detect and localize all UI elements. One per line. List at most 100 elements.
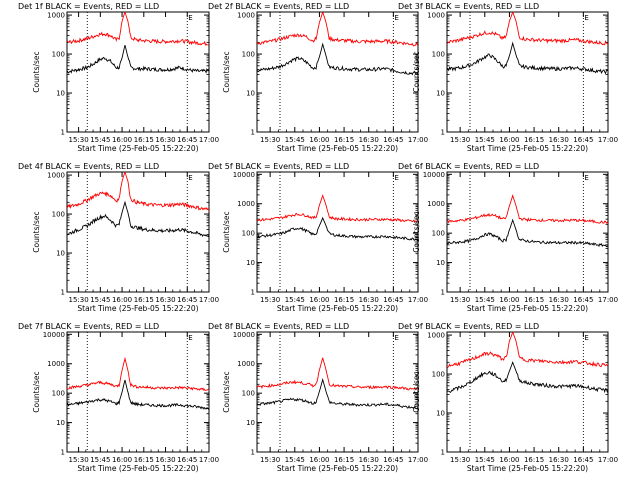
panel8-xtick-label-3: 16:15 bbox=[334, 456, 354, 464]
panel2-ytick-label-1: 10 bbox=[246, 90, 255, 98]
panel9-title: Det 9f BLACK = Events, RED = LLD bbox=[398, 322, 539, 331]
panel1-events-series bbox=[67, 44, 209, 74]
panel1-ytick-label-2: 100 bbox=[52, 51, 65, 59]
panel9-ytick-label-2: 100 bbox=[432, 371, 445, 379]
panel3-plot-frame bbox=[446, 11, 609, 133]
panel3-title: Det 3f BLACK = Events, RED = LLD bbox=[398, 2, 539, 11]
panel2-xtick-label-5: 16:45 bbox=[383, 136, 403, 144]
panel8-xtick-label-4: 16:30 bbox=[359, 456, 379, 464]
panel7-xtick-label-3: 16:15 bbox=[134, 456, 154, 464]
panel9-lld-series bbox=[447, 332, 608, 369]
panel2-events-series bbox=[257, 42, 418, 76]
panel4-xtick-label-3: 16:15 bbox=[134, 296, 154, 304]
panel5-xtick-label-2: 16:00 bbox=[309, 296, 329, 304]
panel2-xtick-label-3: 16:15 bbox=[334, 136, 354, 144]
panel7-ytick-label-4: 10000 bbox=[43, 331, 65, 339]
panel2-xtick-label-4: 16:30 bbox=[359, 136, 379, 144]
panel1-xlabel: Start Time (25-Feb-05 15:22:20) bbox=[77, 144, 198, 153]
panel6-ytick-label-0: 1 bbox=[441, 289, 445, 297]
panel8-xtick-label-0: 15:30 bbox=[260, 456, 280, 464]
panel5-xtick-label-1: 15:45 bbox=[285, 296, 305, 304]
panel8-ytick-label-0: 1 bbox=[251, 449, 255, 457]
panel8-events-series bbox=[257, 377, 418, 410]
panel5-xtick-label-5: 16:45 bbox=[383, 296, 403, 304]
panel7-plot-frame bbox=[66, 331, 210, 453]
panel8-ytick-label-3: 1000 bbox=[237, 360, 255, 368]
panel9-xtick-label-0: 15:30 bbox=[450, 456, 470, 464]
panel3-ylabel: Counts/sec bbox=[412, 51, 421, 92]
panel4-xlabel: Start Time (25-Feb-05 15:22:20) bbox=[77, 304, 198, 313]
panel8-xtick-label-6: 17:00 bbox=[408, 456, 428, 464]
panel1-xtick-label-5: 16:45 bbox=[177, 136, 197, 144]
panel3-ytick-label-3: 1000 bbox=[427, 12, 445, 20]
panel3-flag: E bbox=[584, 14, 588, 22]
panel1-flag: E bbox=[188, 14, 192, 22]
panel4-ylabel: Counts/sec bbox=[32, 211, 41, 252]
panel4-ytick-label-1: 10 bbox=[56, 250, 65, 258]
panel3-xtick-label-1: 15:45 bbox=[475, 136, 495, 144]
panel3-events-series bbox=[447, 41, 608, 75]
panel3-xtick-label-3: 16:15 bbox=[524, 136, 544, 144]
panel4-xtick-label-6: 17:00 bbox=[199, 296, 219, 304]
panel4-ytick-label-0: 1 bbox=[61, 289, 65, 297]
panel9-events-series bbox=[447, 360, 608, 394]
panel6-ytick-label-1: 10 bbox=[436, 259, 445, 267]
panel3-ytick-label-0: 1 bbox=[441, 129, 445, 137]
panel4-xtick-label-1: 15:45 bbox=[90, 296, 110, 304]
panel8-xtick-label-1: 15:45 bbox=[285, 456, 305, 464]
panel6: Det 6f BLACK = Events, RED = LLD E 1 10 100 1… bbox=[398, 162, 618, 313]
panel5-xtick-label-4: 16:30 bbox=[359, 296, 379, 304]
panel4-ytick-label-3: 1000 bbox=[47, 172, 65, 180]
panel9-plot-frame bbox=[446, 331, 609, 453]
panel4-xtick-label-5: 16:45 bbox=[177, 296, 197, 304]
panel3-ytick-label-1: 10 bbox=[436, 90, 445, 98]
panel6-ytick-label-4: 10000 bbox=[423, 171, 445, 179]
panel9-xlabel: Start Time (25-Feb-05 15:22:20) bbox=[467, 464, 588, 473]
panel4-title: Det 4f BLACK = Events, RED = LLD bbox=[18, 162, 159, 171]
panel8-xlabel: Start Time (25-Feb-05 15:22:20) bbox=[277, 464, 398, 473]
panel5-xtick-label-3: 16:15 bbox=[334, 296, 354, 304]
panel2-plot-frame bbox=[256, 11, 419, 133]
panel6-ylabel: Counts/sec bbox=[412, 211, 421, 252]
panel6-plot-frame bbox=[446, 171, 609, 293]
panel2-ytick-label-3: 1000 bbox=[237, 12, 255, 20]
panel5-ytick-label-1: 10 bbox=[246, 259, 255, 267]
panel7-ytick-label-3: 1000 bbox=[47, 360, 65, 368]
panel5-ylabel: Counts/sec bbox=[222, 211, 231, 252]
panel1-xtick-label-0: 15:30 bbox=[68, 136, 88, 144]
panel6-xtick-label-5: 16:45 bbox=[573, 296, 593, 304]
panel6-lld-series bbox=[447, 193, 608, 224]
panel5-ytick-label-4: 10000 bbox=[233, 171, 255, 179]
panel1-ylabel: Counts/sec bbox=[32, 51, 41, 92]
panel4-plot-frame bbox=[66, 171, 210, 293]
panel2-title: Det 2f BLACK = Events, RED = LLD bbox=[208, 2, 349, 11]
panel5-xtick-label-6: 17:00 bbox=[408, 296, 428, 304]
panel8: Det 8f BLACK = Events, RED = LLD E 1 10 100 1… bbox=[208, 322, 428, 473]
panel4-xtick-label-4: 16:30 bbox=[155, 296, 175, 304]
panel2-xlabel: Start Time (25-Feb-05 15:22:20) bbox=[277, 144, 398, 153]
panel5: Det 5f BLACK = Events, RED = LLD E 1 10 100 1… bbox=[208, 162, 428, 313]
panel4-xtick-label-0: 15:30 bbox=[68, 296, 88, 304]
panel8-xtick-label-2: 16:00 bbox=[309, 456, 329, 464]
panel3-xtick-label-0: 15:30 bbox=[450, 136, 470, 144]
panel3: Det 3f BLACK = Events, RED = LLD E 1 10 100 1… bbox=[398, 2, 618, 153]
panel4: Det 4f BLACK = Events, RED = LLD E 1 10 100 1… bbox=[18, 162, 219, 313]
panel4-xtick-label-2: 16:00 bbox=[112, 296, 132, 304]
panel4-lld-series bbox=[67, 172, 209, 212]
panel6-xtick-label-6: 17:00 bbox=[598, 296, 618, 304]
panel3-ytick-label-2: 100 bbox=[432, 51, 445, 59]
panel3-xtick-label-4: 16:30 bbox=[549, 136, 569, 144]
panel7-xlabel: Start Time (25-Feb-05 15:22:20) bbox=[77, 464, 198, 473]
panel5-xlabel: Start Time (25-Feb-05 15:22:20) bbox=[277, 304, 398, 313]
panel2-xtick-label-0: 15:30 bbox=[260, 136, 280, 144]
panel4-flag: E bbox=[188, 174, 192, 182]
panel2: Det 2f BLACK = Events, RED = LLD E 1 10 100 1… bbox=[208, 2, 428, 153]
panel2-ylabel: Counts/sec bbox=[222, 51, 231, 92]
panel8-lld-series bbox=[257, 357, 418, 391]
panel1-plot-frame bbox=[66, 11, 210, 133]
panel9-xtick-label-4: 16:30 bbox=[549, 456, 569, 464]
panel9-xtick-label-1: 15:45 bbox=[475, 456, 495, 464]
panel8-ytick-label-2: 100 bbox=[242, 390, 255, 398]
panel7: Det 7f BLACK = Events, RED = LLD E 1 10 100 1… bbox=[18, 322, 219, 473]
panel3-lld-series bbox=[447, 12, 608, 46]
